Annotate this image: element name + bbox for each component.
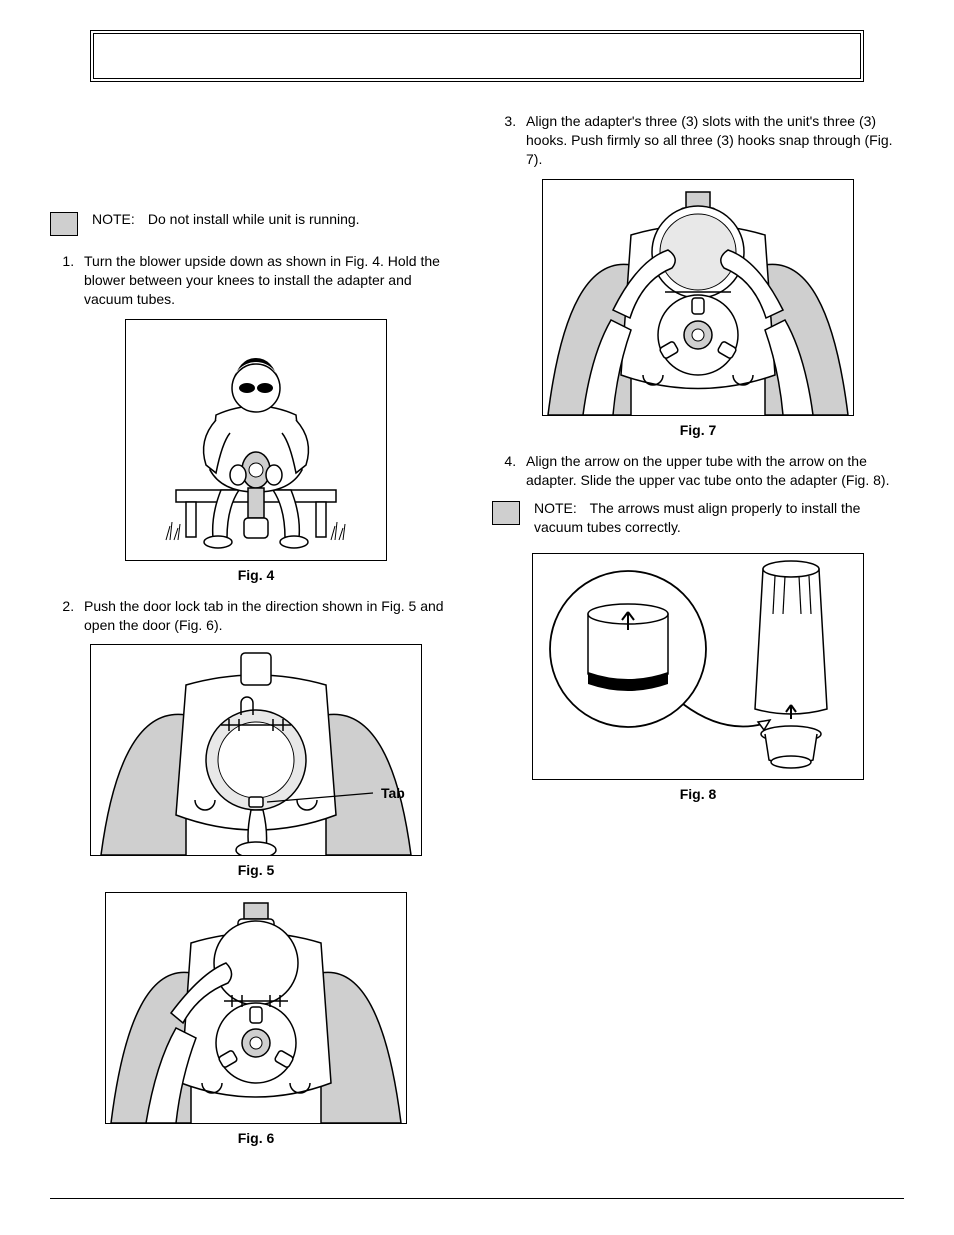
figure-4-svg: [126, 320, 386, 560]
note-left: NOTE: Do not install while unit is runni…: [50, 210, 462, 236]
figure-8-svg: [533, 554, 863, 779]
figure-5: Tab: [90, 644, 422, 856]
tab-label: Tab: [381, 785, 405, 801]
steps-left-1: Turn the blower upside down as shown in …: [50, 252, 462, 309]
figure-4-caption: Fig. 4: [50, 567, 462, 583]
step-3: Align the adapter's three (3) slots with…: [520, 112, 904, 169]
steps-left-2: Push the door lock tab in the direction …: [50, 597, 462, 635]
figure-5-svg: [91, 645, 421, 855]
figure-7-caption: Fig. 7: [492, 422, 904, 438]
footer-rule: [50, 1198, 904, 1199]
figure-8-caption: Fig. 8: [492, 786, 904, 802]
note-text: NOTE: Do not install while unit is runni…: [92, 210, 360, 229]
note-label: NOTE:: [534, 499, 586, 518]
note-body: Do not install while unit is running.: [148, 211, 360, 227]
page: NOTE: Do not install while unit is runni…: [0, 0, 954, 1235]
figure-7-svg: [543, 180, 853, 415]
note-text: NOTE: The arrows must align properly to …: [534, 499, 904, 537]
note-label: NOTE:: [92, 210, 144, 229]
steps-right-4: Align the arrow on the upper tube with t…: [492, 452, 904, 490]
left-column: NOTE: Do not install while unit is runni…: [50, 102, 462, 1160]
figure-6-svg: [106, 893, 406, 1123]
note-icon: [50, 212, 78, 236]
figure-4: [125, 319, 387, 561]
step-2: Push the door lock tab in the direction …: [78, 597, 462, 635]
figure-8: [532, 553, 864, 780]
step-1: Turn the blower upside down as shown in …: [78, 252, 462, 309]
right-column: Align the adapter's three (3) slots with…: [492, 102, 904, 1160]
header-box: [90, 30, 864, 82]
columns: NOTE: Do not install while unit is runni…: [50, 102, 904, 1160]
step-4: Align the arrow on the upper tube with t…: [520, 452, 904, 490]
figure-6: [105, 892, 407, 1124]
figure-7: [542, 179, 854, 416]
note-right: NOTE: The arrows must align properly to …: [492, 499, 904, 537]
steps-right-3: Align the adapter's three (3) slots with…: [492, 112, 904, 169]
note-icon: [492, 501, 520, 525]
figure-6-caption: Fig. 6: [50, 1130, 462, 1146]
figure-5-caption: Fig. 5: [50, 862, 462, 878]
